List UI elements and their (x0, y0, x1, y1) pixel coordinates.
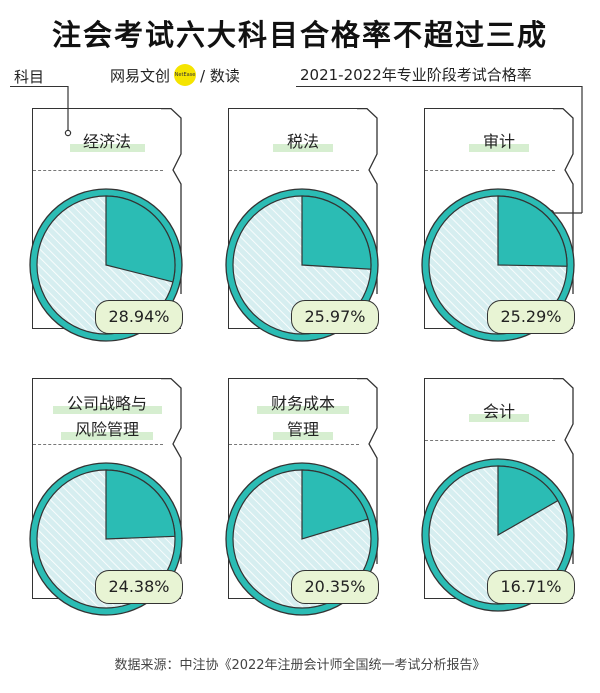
subject-name: 审计 (482, 132, 515, 151)
subject-label-underline (10, 86, 68, 87)
subject-card: 经济法 28.94% (29, 107, 183, 342)
pass-rate-label: 20.35% (291, 570, 379, 604)
data-source: 数据来源：中注协《2022年注册会计师全国统一考试分析报告》 (114, 658, 486, 673)
subject-card: 会计 16.71% (421, 377, 575, 612)
card-divider (425, 170, 555, 171)
brand-logo: 网易文创 NetEase / 数读 (110, 64, 240, 86)
pie-slice-pass-rate (497, 195, 568, 267)
card-divider (33, 170, 163, 171)
pass-rate-label: 28.94% (95, 300, 183, 334)
chart-title: 注会考试六大科目合格率不超过三成 (51, 18, 548, 52)
subject-name-highlight (273, 432, 333, 440)
card-top-border (33, 108, 163, 110)
brand-dot-icon: NetEase (174, 64, 197, 86)
subject-name: 管理 (286, 420, 319, 439)
pass-rate-label: 25.97% (291, 300, 379, 334)
card-notch (553, 377, 574, 564)
subject-name-highlight (61, 432, 153, 440)
subject-name: 公司战略与 (66, 394, 147, 413)
pie-slice-pass-rate (105, 195, 176, 283)
subject-name-highlight (52, 406, 162, 414)
pass-rate-label: 25.29% (487, 300, 575, 334)
subject-name: 风险管理 (74, 420, 139, 439)
subject-name: 经济法 (82, 132, 131, 151)
subject-label: 科目 (14, 68, 45, 86)
subject-name-highlight (69, 144, 145, 152)
card-top-border (229, 378, 359, 380)
card-top-border (229, 108, 359, 110)
card-notch (161, 107, 182, 294)
subject-name: 税法 (286, 132, 319, 151)
subject-name-highlight (257, 406, 349, 414)
card-top-border (425, 108, 555, 110)
subject-card: 财务成本管理 20.35% (225, 377, 379, 616)
subject-name: 会计 (482, 402, 515, 421)
pie-slice-pass-rate (301, 469, 369, 540)
pass-rate-label: 16.71% (487, 570, 575, 604)
brand-channel: / 数读 (200, 66, 240, 85)
subject-name-highlight (273, 144, 333, 152)
card-top-border (33, 378, 163, 380)
subject-name-highlight (469, 144, 529, 152)
card-notch (357, 107, 378, 294)
rate-label-underline (296, 86, 582, 87)
rate-label: 2021-2022年专业阶段考试合格率 (300, 66, 532, 84)
brand-name: 网易文创 (110, 66, 171, 85)
pie-slice-pass-rate (497, 465, 559, 537)
subject-card: 公司战略与风险管理 24.38% (29, 377, 183, 616)
pass-rate-label: 24.38% (95, 570, 183, 604)
subject-card: 审计 25.29% (421, 107, 575, 342)
card-notch (161, 377, 182, 564)
card-divider (425, 440, 555, 441)
card-top-border (425, 378, 555, 380)
card-notch (357, 377, 378, 564)
pie-slice-pass-rate (105, 469, 176, 540)
card-divider (229, 444, 359, 445)
subject-card: 税法 25.97% (225, 107, 379, 342)
subject-name: 财务成本 (270, 394, 335, 413)
card-divider (33, 444, 163, 445)
card-divider (229, 170, 359, 171)
subject-name-highlight (469, 414, 529, 422)
pie-slice-pass-rate (301, 195, 372, 270)
card-notch (553, 107, 574, 294)
